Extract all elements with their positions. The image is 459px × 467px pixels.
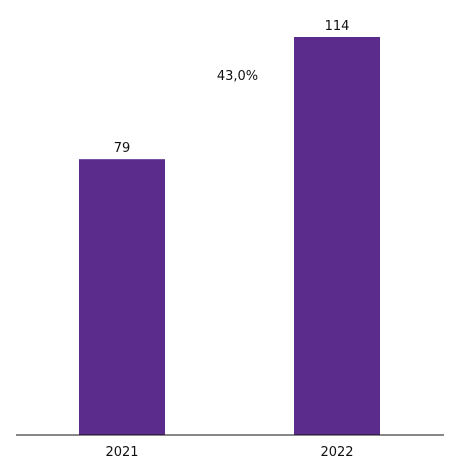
ticks-layer: 2021 2022 xyxy=(105,445,353,460)
bars-layer xyxy=(79,37,380,435)
x-tick-label-2021: 2021 xyxy=(105,445,138,460)
bar-2022 xyxy=(294,37,380,435)
growth-annotation: 43,0% xyxy=(217,69,258,84)
data-label-2021: 79 xyxy=(114,141,131,156)
labels-layer: 79 114 xyxy=(114,19,350,156)
data-label-2022: 114 xyxy=(325,19,350,34)
bar-2021 xyxy=(79,159,165,435)
x-tick-label-2022: 2022 xyxy=(320,445,353,460)
